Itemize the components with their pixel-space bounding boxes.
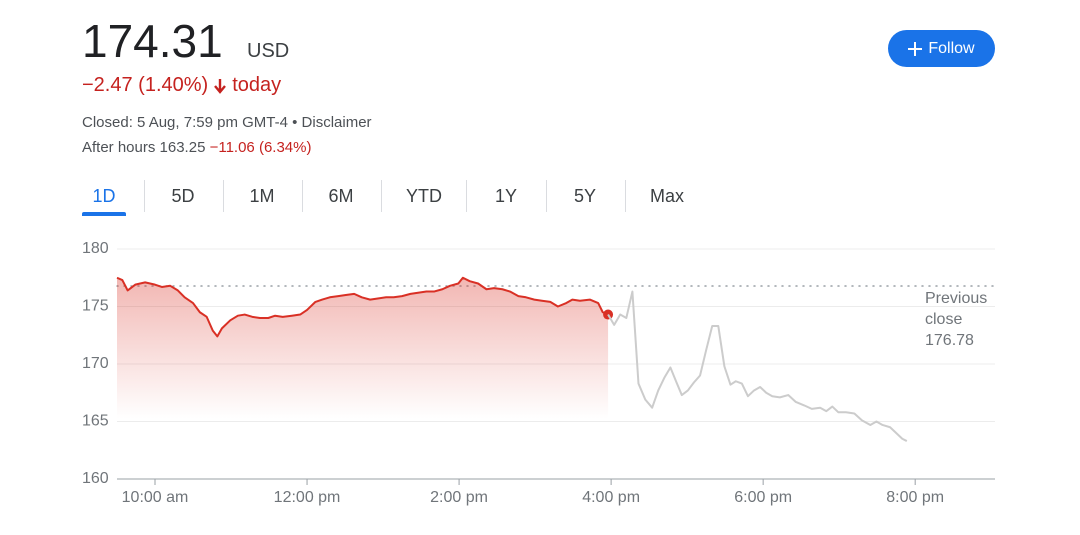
tab-separator xyxy=(223,180,224,212)
change-suffix: today xyxy=(232,74,282,96)
y-tick-label: 180 xyxy=(82,240,109,257)
tab-underline xyxy=(82,212,126,216)
range-tab[interactable]: Max xyxy=(649,186,685,206)
price-line xyxy=(607,290,908,442)
tab-separator xyxy=(466,180,467,212)
range-tab[interactable]: YTD xyxy=(406,186,442,206)
range-tab[interactable]: 1D xyxy=(92,186,116,206)
y-tick-label: 160 xyxy=(82,470,109,487)
tab-separator xyxy=(144,180,145,212)
x-tick-label: 6:00 pm xyxy=(734,489,792,506)
disclaimer-link[interactable]: Disclaimer xyxy=(301,114,372,131)
previous-close-label: Previous close xyxy=(925,290,988,328)
y-tick-label: 170 xyxy=(82,355,109,372)
tab-separator xyxy=(546,180,547,212)
x-tick-label: 10:00 am xyxy=(122,489,189,506)
currency: USD xyxy=(247,40,290,62)
change: −2.47 (1.40%) xyxy=(82,74,209,96)
price-line xyxy=(116,276,609,338)
range-tab[interactable]: 1M xyxy=(249,186,275,206)
plus-icon xyxy=(908,41,923,56)
area-fill xyxy=(117,277,609,479)
down-arrow xyxy=(214,78,227,94)
range-tab[interactable]: 5Y xyxy=(573,186,597,206)
y-tick-label: 165 xyxy=(82,413,109,430)
after-hours: After hours 163.25 −11.06 (6.34%) xyxy=(82,139,311,156)
x-tick-label: 12:00 pm xyxy=(274,489,341,506)
previous-close-value: 176.78 xyxy=(925,332,974,349)
tab-separator xyxy=(625,180,626,212)
previous-close-note: Previous close 176.78 xyxy=(925,288,997,351)
follow-button[interactable]: Follow xyxy=(888,30,995,67)
tab-separator xyxy=(381,180,382,212)
range-tabs: 1D 5D 1M 6M YTD 1Y 5Y Max xyxy=(0,180,1080,220)
y-tick-label: 175 xyxy=(82,298,109,315)
price: 174.31 xyxy=(82,15,223,67)
change-row: −2.47 (1.40%) today xyxy=(82,74,281,97)
closed-info: Closed: 5 Aug, 7:59 pm GMT-4 • Disclaime… xyxy=(82,114,372,131)
tab-separator xyxy=(302,180,303,212)
range-tab[interactable]: 1Y xyxy=(494,186,518,206)
closed-text: Closed: 5 Aug, 7:59 pm GMT-4 • xyxy=(82,114,298,131)
x-tick-label: 2:00 pm xyxy=(430,489,488,506)
x-tick-label: 4:00 pm xyxy=(582,489,640,506)
after-hours-text: After hours 163.25 xyxy=(82,139,206,156)
range-tab[interactable]: 6M xyxy=(328,186,354,206)
range-tab[interactable]: 5D xyxy=(171,186,195,206)
x-tick-label: 8:00 pm xyxy=(886,489,944,506)
follow-label: Follow xyxy=(928,39,975,57)
after-hours-change: −11.06 (6.34%) xyxy=(209,139,312,156)
